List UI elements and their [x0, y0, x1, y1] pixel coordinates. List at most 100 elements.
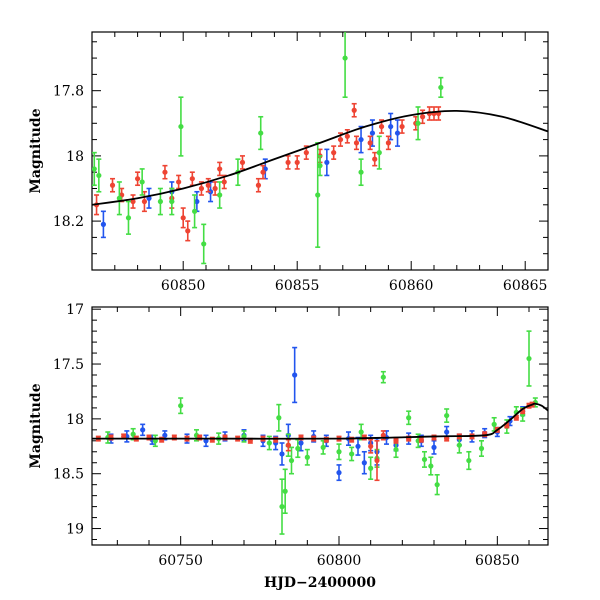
data-point — [176, 179, 182, 185]
data-point — [385, 140, 391, 146]
data-point — [361, 460, 367, 466]
model-curve — [92, 109, 548, 206]
data-point — [276, 415, 282, 421]
data-point — [418, 437, 424, 443]
plot-frame — [91, 306, 549, 546]
data-point — [388, 123, 394, 130]
data-point — [324, 159, 330, 166]
data-point — [351, 107, 357, 113]
data-point — [198, 185, 205, 192]
data-point — [349, 451, 355, 457]
data-point — [295, 445, 301, 452]
data-point — [368, 465, 374, 471]
data-point — [378, 123, 385, 130]
data-point — [217, 166, 223, 172]
y-tick-label: 19 — [66, 522, 84, 538]
data-point — [434, 482, 440, 488]
data-point — [169, 198, 175, 205]
data-point — [189, 176, 195, 182]
data-point — [139, 179, 145, 185]
data-point — [428, 463, 434, 469]
series-0 — [108, 346, 526, 482]
data-point — [258, 130, 264, 136]
data-point — [444, 429, 450, 435]
data-point — [279, 451, 285, 457]
data-point — [368, 443, 374, 449]
data-point — [192, 208, 198, 214]
data-point — [141, 198, 148, 205]
x-tick-label: 60850 — [161, 278, 206, 294]
data-point — [125, 215, 132, 221]
data-point — [358, 169, 364, 175]
data-point — [336, 470, 342, 476]
data-point — [109, 182, 116, 188]
data-point — [380, 432, 386, 438]
data-point — [303, 150, 309, 156]
data-point — [415, 120, 421, 126]
data-point — [406, 415, 412, 421]
data-point — [336, 449, 342, 455]
data-point — [288, 457, 295, 464]
data-point — [380, 374, 386, 380]
data-point — [212, 185, 218, 192]
data-point — [221, 179, 227, 185]
x-tick-label: 60865 — [503, 278, 548, 294]
data-layer — [92, 330, 548, 535]
data-point — [194, 198, 200, 205]
data-point — [92, 166, 97, 172]
data-point — [294, 159, 300, 166]
data-point — [140, 427, 146, 433]
data-point — [285, 442, 291, 448]
data-point — [374, 457, 380, 464]
data-point — [355, 443, 361, 449]
data-point — [304, 454, 310, 460]
data-point — [394, 130, 401, 136]
data-point — [130, 198, 136, 205]
data-point — [178, 123, 184, 130]
data-point — [369, 130, 376, 136]
data-point — [393, 446, 399, 453]
data-point — [241, 433, 247, 440]
data-point — [205, 182, 211, 188]
y-tick-label: 18.2 — [53, 214, 84, 230]
x-tick-label: 60750 — [158, 553, 203, 569]
y-tick-label: 17.8 — [53, 84, 84, 100]
data-point — [260, 169, 266, 175]
data-point — [420, 114, 426, 120]
y-axis-label: Magnitude — [28, 108, 44, 193]
y-tick-label: 18.5 — [53, 467, 84, 483]
data-point — [255, 182, 262, 188]
data-point — [266, 440, 272, 446]
x-tick-label: 60850 — [475, 553, 520, 569]
series-1 — [93, 102, 442, 242]
data-point — [201, 241, 207, 247]
data-layer — [92, 32, 548, 265]
data-point — [116, 195, 122, 201]
data-point — [292, 372, 298, 378]
x-axis-label: HJD−2400000 — [264, 575, 376, 591]
bottom-panel: 60750 60800 60850 17 17.5 18 18.5 19 Magnitude HJ… — [28, 302, 549, 591]
x-tick-label: 60860 — [389, 278, 434, 294]
data-point — [285, 159, 291, 166]
data-point — [239, 159, 246, 166]
top-panel: 60850 60855 60860 60865 17.8 18 18.2 Magnitude — [28, 31, 549, 294]
data-point — [466, 457, 472, 464]
model-curve — [92, 402, 548, 440]
data-point — [100, 221, 106, 227]
data-point — [367, 140, 373, 146]
series-2 — [92, 32, 444, 265]
x-tick-label: 60855 — [275, 278, 320, 294]
data-point — [298, 440, 304, 446]
data-point — [491, 421, 497, 427]
data-point — [444, 436, 450, 442]
y-axis-label: Magnitude — [28, 383, 44, 468]
data-point — [180, 215, 186, 221]
data-point — [456, 442, 462, 448]
data-point — [315, 192, 321, 198]
data-point — [178, 403, 184, 409]
data-point — [320, 444, 326, 450]
data-point — [372, 156, 378, 162]
data-point — [393, 438, 399, 444]
data-point — [444, 412, 450, 419]
